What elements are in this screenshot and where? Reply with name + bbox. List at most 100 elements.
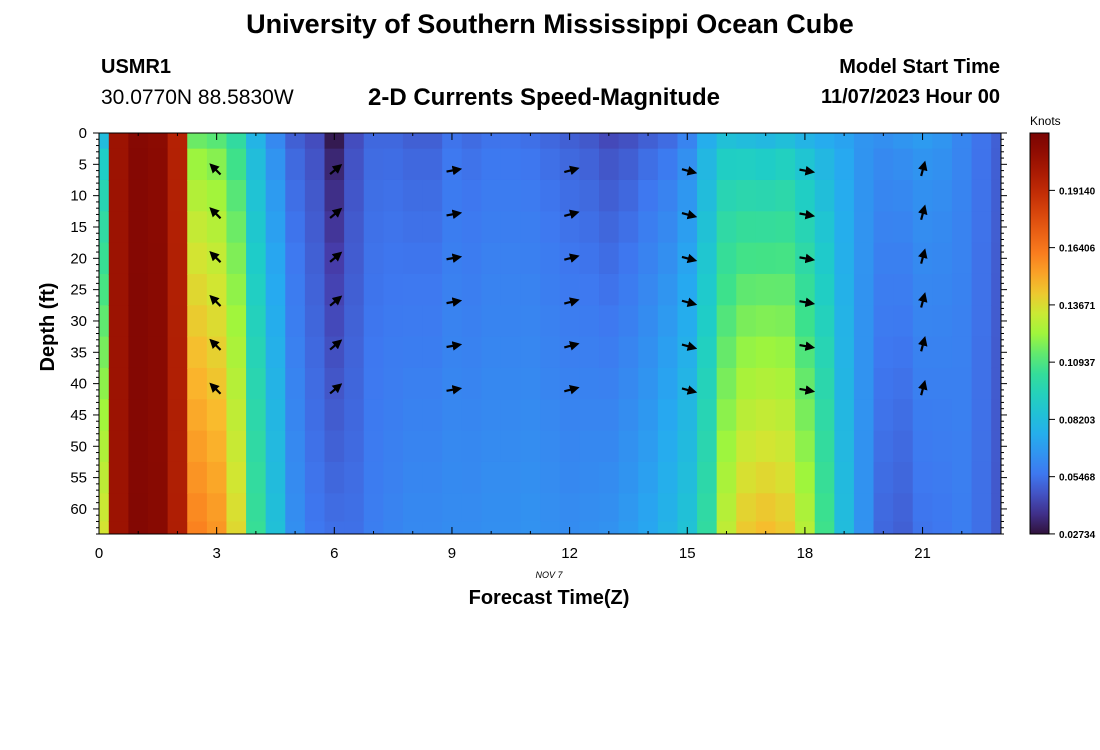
heatmap-cell <box>795 211 816 244</box>
heatmap-cell <box>500 461 522 494</box>
heatmap-cell <box>736 273 757 306</box>
heatmap-cell <box>422 430 443 463</box>
heatmap-cell <box>951 148 973 181</box>
heatmap-cell <box>932 273 953 306</box>
heatmap-cell <box>814 211 835 244</box>
heatmap-cell <box>99 305 110 338</box>
heatmap-cell <box>383 148 404 181</box>
heatmap-cell <box>99 211 110 244</box>
heatmap-cell <box>540 399 561 432</box>
heatmap-cell <box>814 399 835 432</box>
heatmap-cell <box>736 148 757 181</box>
current-vector-arrow <box>209 163 222 176</box>
heatmap-cell <box>520 179 541 212</box>
heatmap-cell <box>991 367 1001 400</box>
heatmap-cell <box>206 430 228 463</box>
station-id: USMR1 <box>101 56 172 78</box>
heatmap-cell <box>461 305 482 338</box>
heatmap-cell <box>618 273 639 306</box>
heatmap-cell <box>540 430 561 463</box>
heatmap-cell <box>677 367 698 400</box>
heatmap-cell <box>108 399 130 432</box>
current-vector-arrow <box>209 382 222 395</box>
heatmap-cell <box>559 133 581 150</box>
heatmap-cell <box>344 305 365 338</box>
heatmap-cell <box>932 133 953 150</box>
heatmap-cell <box>795 133 816 150</box>
heatmap-cell <box>755 367 777 400</box>
current-vector-arrow <box>681 385 698 395</box>
heatmap-cell <box>108 273 130 306</box>
heatmap-cell <box>971 305 992 338</box>
heatmap-cell <box>304 336 326 369</box>
heatmap-cell <box>951 242 973 275</box>
heatmap-cell <box>599 179 620 212</box>
heatmap-cell <box>736 461 757 494</box>
heatmap-cell <box>402 211 424 244</box>
heatmap-cell <box>618 211 639 244</box>
heatmap-cell <box>873 461 894 494</box>
heatmap-cell <box>520 367 541 400</box>
heatmap-cell <box>599 430 620 463</box>
y-tick-label: 30 <box>70 313 87 330</box>
heatmap-cell <box>795 336 816 369</box>
heatmap-cell <box>344 211 365 244</box>
heatmap-cell <box>638 242 659 275</box>
heatmap-cell <box>893 305 914 338</box>
heatmap-cell <box>991 305 1001 338</box>
heatmap-cell <box>304 305 326 338</box>
heatmap-cell <box>795 430 816 463</box>
colorbar-tick-label: 0.02734 <box>1059 530 1096 541</box>
heatmap-cell <box>344 493 365 523</box>
heatmap-cell <box>814 148 835 181</box>
heatmap-cell <box>246 211 267 244</box>
heatmap-cell <box>99 336 110 369</box>
heatmap-cell <box>481 273 502 306</box>
model-start-label: Model Start Time <box>839 56 1000 78</box>
heatmap-cell <box>128 242 149 275</box>
heatmap-cell <box>873 305 894 338</box>
heatmap-cell <box>442 430 463 463</box>
heatmap-cell <box>520 521 541 534</box>
heatmap-cell <box>775 399 796 432</box>
heatmap-cell <box>991 430 1001 463</box>
heatmap-cell <box>167 336 188 369</box>
heatmap-cell <box>951 461 973 494</box>
heatmap-cell <box>304 430 326 463</box>
heatmap-cell <box>99 367 110 400</box>
heatmap-cell <box>422 367 443 400</box>
heatmap-cell <box>834 273 855 306</box>
y-tick-label: 0 <box>79 125 87 142</box>
heatmap-cell <box>442 367 463 400</box>
heatmap-cell <box>971 148 992 181</box>
heatmap-cell <box>363 399 384 432</box>
heatmap-cell <box>991 133 1001 150</box>
heatmap-cell <box>618 521 639 534</box>
heatmap-cell <box>971 493 992 523</box>
heatmap-cell <box>677 336 698 369</box>
heatmap-cell <box>736 133 757 150</box>
heatmap-cell <box>304 133 326 150</box>
current-vector-arrow <box>446 297 463 307</box>
heatmap-cell <box>99 179 110 212</box>
heatmap-cell <box>736 430 757 463</box>
heatmap-cell <box>755 493 777 523</box>
y-tick-label: 40 <box>70 376 87 393</box>
heatmap-cell <box>755 242 777 275</box>
heatmap-cell <box>500 242 522 275</box>
heatmap-cell <box>755 461 777 494</box>
heatmap-cell <box>579 211 600 244</box>
heatmap-cell <box>912 273 933 306</box>
heatmap-cell <box>187 273 208 306</box>
heatmap-cell <box>775 273 796 306</box>
heatmap-cell <box>834 521 855 534</box>
heatmap-cell <box>363 211 384 244</box>
heatmap-cell <box>834 211 855 244</box>
heatmap-cell <box>599 493 620 523</box>
heatmap-cell <box>246 133 267 150</box>
heatmap-cell <box>540 179 561 212</box>
heatmap-cell <box>599 367 620 400</box>
heatmap-cell <box>834 148 855 181</box>
x-tick-label: 9 <box>448 545 456 562</box>
heatmap-cell <box>775 336 796 369</box>
